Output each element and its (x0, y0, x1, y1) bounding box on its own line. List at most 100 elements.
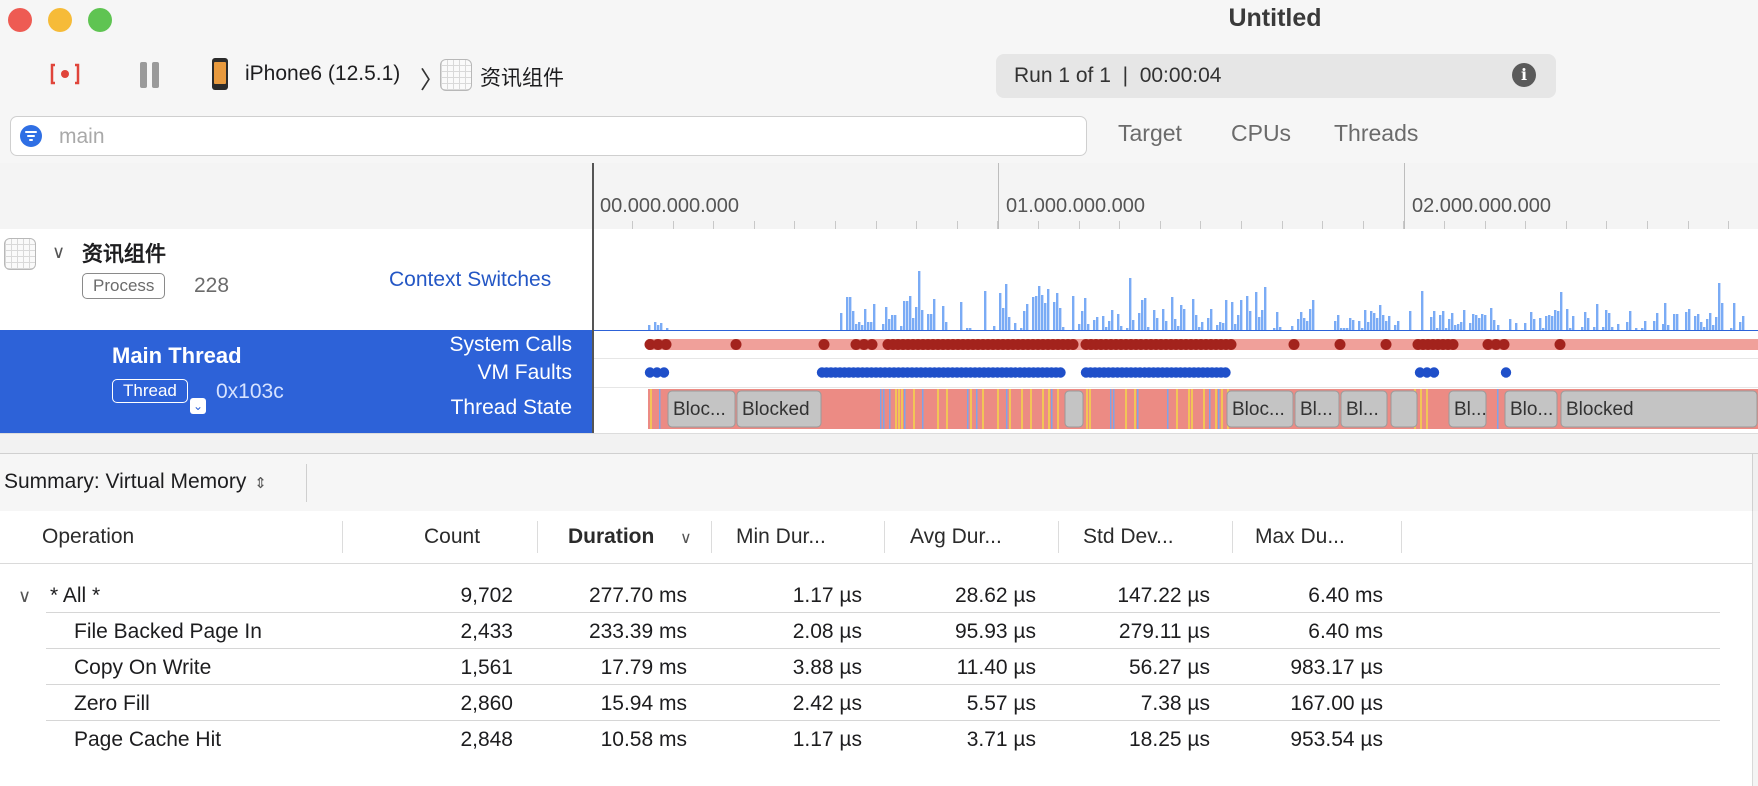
tab-threads[interactable]: Threads (1334, 120, 1419, 146)
context-switch-bar (1439, 315, 1442, 330)
context-switch-bar (1102, 316, 1105, 330)
minimize-window-button[interactable] (48, 8, 72, 32)
context-switch-bar (846, 297, 849, 330)
timeline-ruler[interactable]: 00.000.000.000 01.000.000.000 02.000.000… (592, 163, 1758, 230)
blocked-segment-label: Bl... (1346, 399, 1379, 420)
context-switches-track[interactable] (594, 229, 1758, 330)
context-switch-bar (1545, 316, 1548, 330)
context-switch-bar (873, 304, 876, 330)
context-switch-bar (1593, 327, 1596, 330)
device-selector[interactable]: iPhone6 (12.5.1) (245, 62, 401, 85)
blocked-segment-label: Blocked (1566, 399, 1634, 420)
context-switch-bar (1584, 312, 1587, 330)
filter-search-field[interactable]: main (10, 116, 1087, 156)
thread-state-tick (898, 389, 900, 429)
context-switch-bar (1673, 314, 1676, 330)
column-operation[interactable]: Operation (42, 525, 135, 548)
context-switch-bar (1596, 304, 1599, 330)
cell-operation: * All * (50, 584, 101, 607)
context-switch-bar (906, 301, 909, 330)
context-switch-bar (1463, 310, 1466, 330)
context-switch-bar (1460, 322, 1463, 330)
system-call-marker (660, 339, 672, 350)
table-row[interactable]: File Backed Page In 2,433 233.39 ms 2.08… (0, 613, 1720, 649)
tab-cpus[interactable]: CPUs (1231, 120, 1292, 146)
track-divider[interactable] (592, 163, 594, 453)
zoom-window-button[interactable] (88, 8, 112, 32)
context-switch-bar (1222, 323, 1225, 330)
context-switch-bar (1733, 303, 1736, 330)
table-row[interactable]: ∨ * All * 9,702 277.70 ms 1.17 µs 28.62 … (0, 577, 1720, 613)
context-switch-bar (1291, 326, 1294, 330)
app-icon (4, 238, 36, 270)
table-row[interactable]: Page Cache Hit 2,848 10.58 ms 1.17 µs 3.… (0, 721, 1720, 757)
context-switch-bar (1120, 326, 1123, 330)
target-app-selector[interactable]: 资讯组件 (480, 67, 564, 90)
column-count[interactable]: Count (424, 525, 481, 548)
process-pid: 228 (194, 274, 230, 297)
context-switch-bar (1572, 316, 1575, 330)
record-icon (50, 63, 80, 85)
close-window-button[interactable] (8, 8, 32, 32)
pause-button[interactable] (138, 62, 162, 88)
thread-blocked-segment (1226, 390, 1294, 428)
thread-blocked-segment (1294, 390, 1340, 428)
cell-operation: Zero Fill (74, 692, 150, 715)
context-switch-bar (1300, 312, 1303, 330)
thread-state-tick (1188, 389, 1190, 429)
system-call-marker (818, 339, 830, 350)
table-row[interactable]: Copy On Write 1,561 17.79 ms 3.88 µs 11.… (0, 649, 1720, 685)
tab-target[interactable]: Target (1118, 120, 1182, 146)
context-switch-bar (1641, 328, 1644, 330)
context-switch-bar (1201, 322, 1204, 330)
thread-state-tick (1021, 389, 1023, 429)
window-title: Untitled (1228, 4, 1322, 32)
summary-selector[interactable]: Summary: Virtual Memory ⇕ (4, 470, 267, 494)
context-switch-bar (945, 322, 948, 330)
cell-min-duration: 1.17 µs (792, 728, 862, 751)
column-std-dev[interactable]: Std Dev... (1083, 525, 1174, 548)
info-icon[interactable]: i (1512, 63, 1536, 87)
context-switches-label[interactable]: Context Switches (389, 268, 552, 291)
record-button[interactable] (48, 60, 82, 88)
column-min-duration[interactable]: Min Dur... (736, 525, 826, 548)
context-switch-bar (660, 323, 663, 330)
column-max-duration[interactable]: Max Du... (1255, 525, 1345, 548)
thread-state-tick (1218, 389, 1220, 429)
context-switch-bar (1210, 309, 1213, 330)
context-switch-bar (1041, 295, 1044, 330)
main-thread-track-header[interactable] (0, 330, 592, 433)
context-switch-bar (927, 314, 930, 330)
table-row[interactable]: Zero Fill 2,860 15.94 ms 2.42 µs 5.57 µs… (0, 685, 1720, 721)
context-switch-bar (1433, 311, 1436, 330)
context-switch-bar (1602, 327, 1605, 330)
context-switch-bar (1337, 315, 1340, 330)
filter-search-text[interactable]: main (59, 125, 105, 148)
process-track-header[interactable] (0, 229, 592, 330)
context-switch-bar (1653, 321, 1656, 330)
context-switch-bar (1361, 328, 1364, 330)
context-switch-bar (1219, 322, 1222, 330)
context-switch-bar (1352, 320, 1355, 330)
context-switch-bar (1388, 316, 1391, 330)
context-switch-bar (1524, 323, 1527, 330)
context-switch-bar (1718, 283, 1721, 330)
context-switch-bar (1629, 311, 1632, 330)
cell-operation: File Backed Page In (74, 620, 262, 643)
filter-icon[interactable] (20, 125, 42, 147)
chevron-down-icon[interactable]: ∨ (52, 242, 66, 262)
track-header-spacer (0, 163, 592, 230)
disclosure-chevron-down-icon[interactable]: ∨ (18, 586, 32, 606)
context-switch-bar (1026, 304, 1029, 330)
context-switch-bar (1340, 328, 1343, 330)
context-switch-bar (1171, 297, 1174, 330)
column-avg-duration[interactable]: Avg Dur... (910, 525, 1002, 548)
context-switch-bar (870, 322, 873, 330)
main-thread-track[interactable]: Bloc... Blocked Bloc... Bl... Bl... Bl... Blo.… (594, 330, 1758, 435)
column-duration[interactable]: Duration (568, 525, 655, 548)
context-switch-bar (1072, 296, 1075, 330)
chevron-down-icon[interactable]: ⌄ (190, 398, 206, 414)
context-switch-bar (657, 325, 660, 330)
context-switch-bar (1451, 313, 1454, 330)
cell-min-duration: 2.08 µs (792, 620, 862, 643)
